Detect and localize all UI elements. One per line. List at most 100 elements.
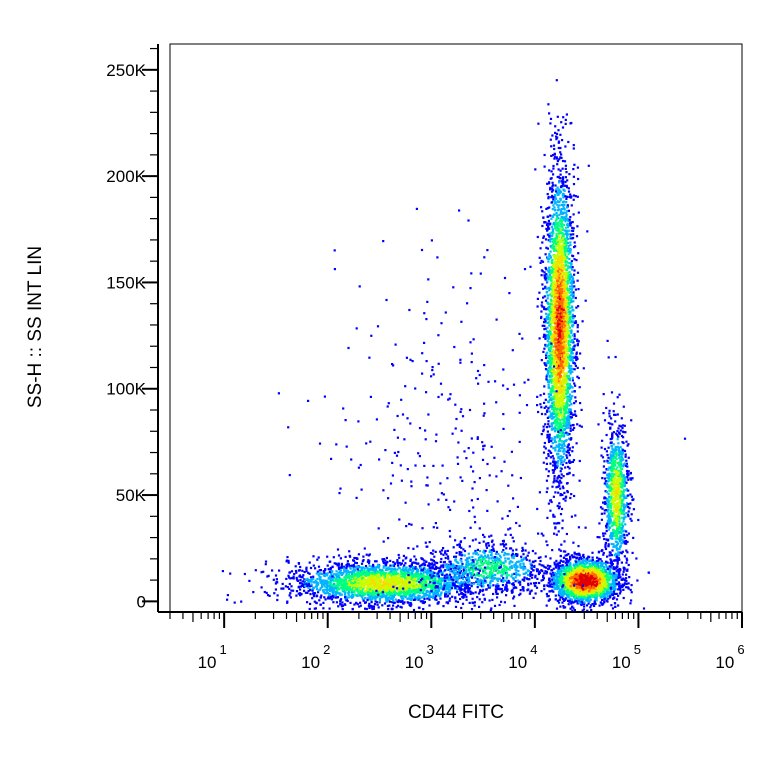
event-dot <box>360 568 363 571</box>
event-dot <box>555 275 558 278</box>
event-dot <box>359 574 362 577</box>
event-dot <box>396 568 399 571</box>
event-dot <box>343 576 346 579</box>
event-dot <box>364 607 367 610</box>
event-dot <box>370 601 373 604</box>
event-dot <box>424 580 427 584</box>
event-dot <box>414 577 417 580</box>
event-dot <box>555 286 558 289</box>
event-dot <box>406 572 409 575</box>
event-dot <box>352 581 355 584</box>
event-dot <box>546 316 550 319</box>
event-dot <box>428 578 432 581</box>
event-dot <box>404 586 407 589</box>
event-dot <box>322 607 325 610</box>
event-dot <box>393 572 396 575</box>
event-dot <box>556 200 559 203</box>
event-dot <box>394 598 397 601</box>
event-dot <box>554 466 557 469</box>
event-dot <box>552 167 555 170</box>
event-dot <box>364 571 367 574</box>
event-dot <box>550 154 553 157</box>
event-dot <box>576 357 579 360</box>
event-dot <box>374 560 377 563</box>
event-dot <box>550 354 553 357</box>
event-dot <box>445 591 448 594</box>
event-dot <box>367 584 370 587</box>
event-dot <box>309 593 312 596</box>
event-dot <box>547 383 550 386</box>
event-dot <box>321 585 324 588</box>
event-dot <box>273 592 276 595</box>
event-dot <box>382 565 385 568</box>
event-dot <box>560 473 563 476</box>
event-dot <box>550 346 553 349</box>
event-dot <box>403 591 406 594</box>
event-dot <box>309 576 313 579</box>
event-dot <box>382 583 386 586</box>
event-dot <box>567 187 570 190</box>
event-dot <box>361 597 364 600</box>
event-dot <box>444 556 447 560</box>
event-dot <box>369 568 372 571</box>
event-dot <box>552 412 555 416</box>
event-dot <box>553 422 556 425</box>
event-dot <box>556 413 559 416</box>
event-dot <box>414 592 417 595</box>
event-dot <box>248 579 251 582</box>
event-dot <box>561 414 564 417</box>
event-dot <box>542 461 545 464</box>
event-dot <box>356 572 359 576</box>
event-dot <box>398 556 401 559</box>
event-dot <box>414 586 417 589</box>
event-dot <box>365 569 368 572</box>
event-dot <box>548 269 551 272</box>
event-dot <box>433 563 436 566</box>
event-dot <box>564 346 567 349</box>
event-dot <box>379 576 382 579</box>
event-dot <box>438 580 441 583</box>
event-dot <box>316 583 319 587</box>
event-dot <box>431 579 434 583</box>
event-dot <box>554 385 557 388</box>
event-dot <box>393 579 396 582</box>
event-dot <box>328 586 331 589</box>
event-dot <box>290 585 293 588</box>
event-dot <box>461 576 464 579</box>
event-dot <box>417 606 421 609</box>
event-dot <box>566 279 569 282</box>
event-dot <box>557 232 560 235</box>
event-dot <box>336 579 339 583</box>
event-dot <box>542 430 545 433</box>
event-dot <box>553 515 556 518</box>
event-dot <box>571 325 574 328</box>
event-dot <box>332 601 335 604</box>
event-dot <box>260 571 263 574</box>
event-dot <box>584 299 587 302</box>
event-dot <box>303 589 306 592</box>
event-dot <box>564 307 568 310</box>
event-dot <box>427 574 430 577</box>
event-dot <box>550 415 553 418</box>
event-dot <box>396 586 399 589</box>
event-dot <box>391 564 394 567</box>
event-dot <box>554 402 557 405</box>
event-dot <box>564 241 567 244</box>
event-dot <box>327 596 330 599</box>
event-dot <box>551 247 554 250</box>
event-dot <box>351 570 354 573</box>
event-dot <box>574 355 577 358</box>
event-dot <box>538 337 541 340</box>
event-dot <box>412 568 415 571</box>
event-dot <box>566 363 569 366</box>
event-dot <box>562 183 565 186</box>
event-dot <box>367 578 371 581</box>
event-dot <box>332 584 335 587</box>
event-dot <box>429 552 432 555</box>
event-dot <box>555 298 558 301</box>
event-dot <box>392 587 395 590</box>
event-dot <box>544 447 547 450</box>
event-dot <box>374 581 377 584</box>
event-dot <box>569 400 572 403</box>
event-dot <box>453 555 456 558</box>
